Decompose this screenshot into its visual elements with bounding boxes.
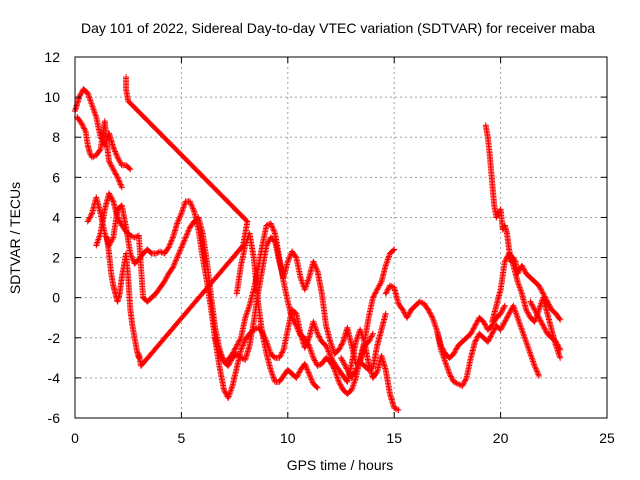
y-tick-label: -2 [48, 330, 61, 346]
x-tick-label: 0 [71, 430, 79, 446]
x-tick-label: 25 [599, 430, 615, 446]
y-tick-label: 8 [52, 129, 60, 145]
y-tick-label: 0 [52, 290, 60, 306]
x-tick-label: 15 [386, 430, 402, 446]
grid-lines [75, 57, 607, 418]
x-axis-label: GPS time / hours [287, 457, 394, 473]
axis-ticks: 0 5 10 15 20 25 -6 -4 -2 0 2 4 6 8 10 12 [44, 49, 615, 446]
y-tick-label: -4 [48, 370, 61, 386]
x-tick-label: 5 [178, 430, 186, 446]
y-tick-label: -6 [48, 410, 61, 426]
y-tick-label: 12 [44, 49, 60, 65]
y-tick-label: 4 [52, 209, 60, 225]
y-tick-label: 10 [44, 89, 60, 105]
x-tick-label: 10 [280, 430, 296, 446]
y-tick-label: 6 [52, 169, 60, 185]
chart-title: Day 101 of 2022, Sidereal Day-to-day VTE… [81, 20, 595, 36]
y-axis-label: SDTVAR / TECUs [7, 182, 23, 294]
x-tick-label: 20 [493, 430, 509, 446]
plot-frame [74, 56, 608, 419]
y-tick-label: 2 [52, 250, 60, 266]
